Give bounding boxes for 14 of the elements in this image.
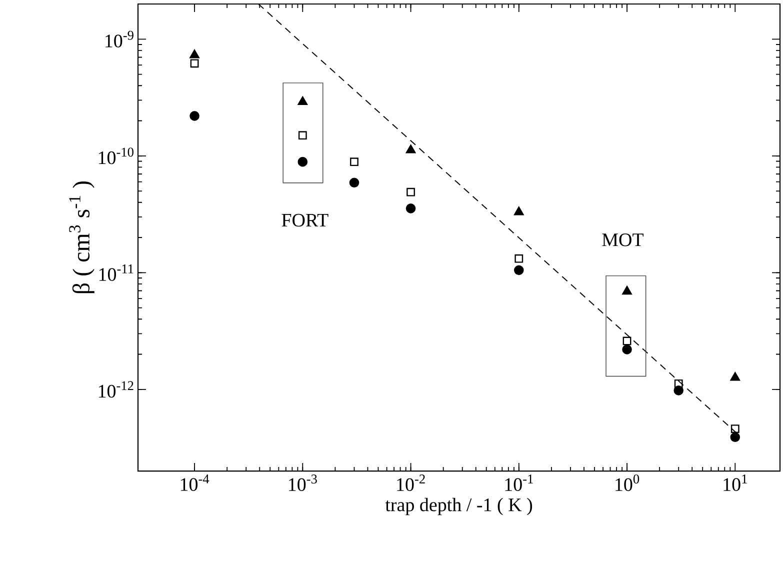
x-tick-label: 10$^{-2}$ bbox=[397, 474, 425, 492]
y-tick-label: 10$^{-11}$ bbox=[99, 264, 134, 281]
annotation: FORT bbox=[282, 214, 328, 227]
y-tick-label: 10$^{-10}$ bbox=[98, 148, 134, 164]
x-tick-label: 10$^{-3}$ bbox=[289, 474, 317, 492]
annotation: MOT bbox=[602, 233, 644, 246]
x-tick-label: 10$^{-4}$ bbox=[180, 474, 210, 491]
y-axis-title: β ( cm$^{3}$ s$^{-1}$ ) bbox=[69, 181, 94, 294]
x-tick-label: 10$^{1}$ bbox=[724, 474, 747, 492]
x-tick-label: 10$^{0}$ bbox=[616, 474, 640, 492]
y-tick-label: 10$^{-12}$ bbox=[98, 381, 134, 398]
x-tick-label: 10$^{-1}$ bbox=[505, 474, 533, 492]
x-axis-title: trap depth / -1 ( K ) bbox=[385, 498, 532, 516]
y-tick-label: 10$^{-9}$ bbox=[106, 30, 134, 48]
